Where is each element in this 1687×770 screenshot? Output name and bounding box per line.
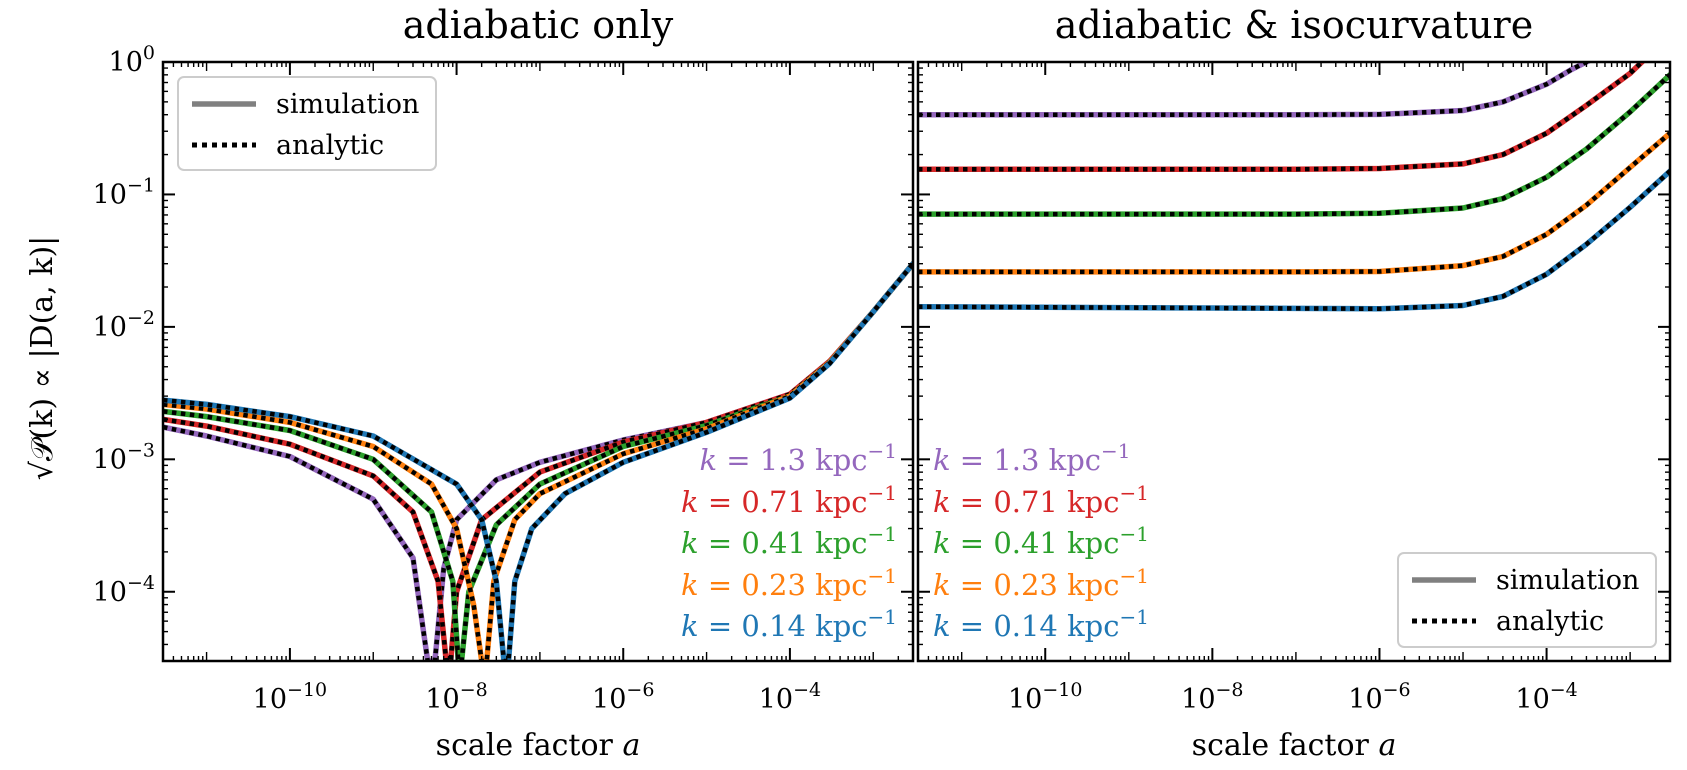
legend-simulation-label: simulation — [1496, 565, 1639, 596]
analytic-line-k-0-23 — [918, 131, 1670, 275]
legend-analytic-label: analytic — [276, 130, 384, 161]
y-tick-label: 100 — [109, 42, 155, 78]
k-annotation-0-14: k = 0.14 kpc−1 — [681, 605, 897, 643]
panel-title: adiabatic & isocurvature — [1055, 3, 1533, 47]
k-annotation-0-41: k = 0.41 kpc−1 — [933, 522, 1149, 560]
k-annotation-1-3: k = 1.3 kpc−1 — [933, 439, 1131, 477]
legend-analytic-label: analytic — [1496, 606, 1604, 637]
simulation-line-k-0-23 — [918, 130, 1670, 275]
y-tick-label: 10−4 — [93, 572, 155, 608]
k-annotation-0-23: k = 0.23 kpc−1 — [681, 564, 897, 602]
k-annotation-0-23: k = 0.23 kpc−1 — [933, 564, 1149, 602]
series-group — [918, 62, 1670, 312]
panel-title: adiabatic only — [403, 3, 674, 47]
analytic-line-k-0-41 — [918, 73, 1670, 217]
series-group — [163, 260, 913, 661]
y-tick-label: 10−2 — [93, 307, 155, 343]
x-axis-label: scale factor a — [1192, 728, 1397, 763]
legend: simulation analytic — [1397, 552, 1657, 648]
x-tick-label: 10−8 — [425, 679, 487, 715]
simulation-line-k-0-14 — [918, 168, 1670, 312]
analytic-line-k-0-23 — [163, 262, 913, 661]
analytic-line-k-0-71 — [918, 62, 1646, 172]
x-tick-label: 10−4 — [1515, 679, 1577, 715]
plot-frame — [161, 60, 915, 663]
plot-frame — [916, 60, 1672, 663]
x-tick-label: 10−6 — [592, 679, 654, 715]
x-tick-label: 10−10 — [1008, 679, 1082, 715]
x-axis-label: scale factor a — [436, 728, 641, 763]
analytic-line-k-0-14 — [918, 169, 1670, 312]
legend: simulation analytic — [177, 76, 437, 171]
k-annotation-0-14: k = 0.14 kpc−1 — [933, 605, 1149, 643]
y-tick-label: 10−3 — [93, 439, 155, 475]
x-tick-label: 10−6 — [1348, 679, 1410, 715]
panel-adiabatic-isocurvature: adiabatic & isocurvature 10−10 10−8 10−6 10−… — [916, 3, 1672, 763]
k-annotation-0-71: k = 0.71 kpc−1 — [681, 481, 897, 519]
simulation-line-k-0-41 — [918, 72, 1670, 217]
panel-adiabatic-only: adiabatic only 10−10 10−8 10−6 10−4 100 10−1 10… — [93, 3, 915, 763]
y-tick-label: 10−1 — [93, 174, 155, 210]
simulation-line-k-1-3 — [918, 62, 1593, 118]
x-tick-label: 10−4 — [759, 679, 821, 715]
k-annotation-1-3: k = 1.3 kpc−1 — [699, 439, 897, 477]
analytic-line-k-0-14 — [163, 262, 913, 661]
legend-simulation-label: simulation — [276, 89, 419, 120]
k-annotation-0-41: k = 0.41 kpc−1 — [681, 522, 897, 560]
analytic-line-k-1-3 — [918, 62, 1592, 117]
y-axis-label: √𝒫(k) ∝ |D(a, k)| — [25, 236, 60, 481]
x-tick-label: 10−8 — [1181, 679, 1243, 715]
k-annotation-0-71: k = 0.71 kpc−1 — [933, 481, 1149, 519]
x-tick-label: 10−10 — [253, 679, 327, 715]
